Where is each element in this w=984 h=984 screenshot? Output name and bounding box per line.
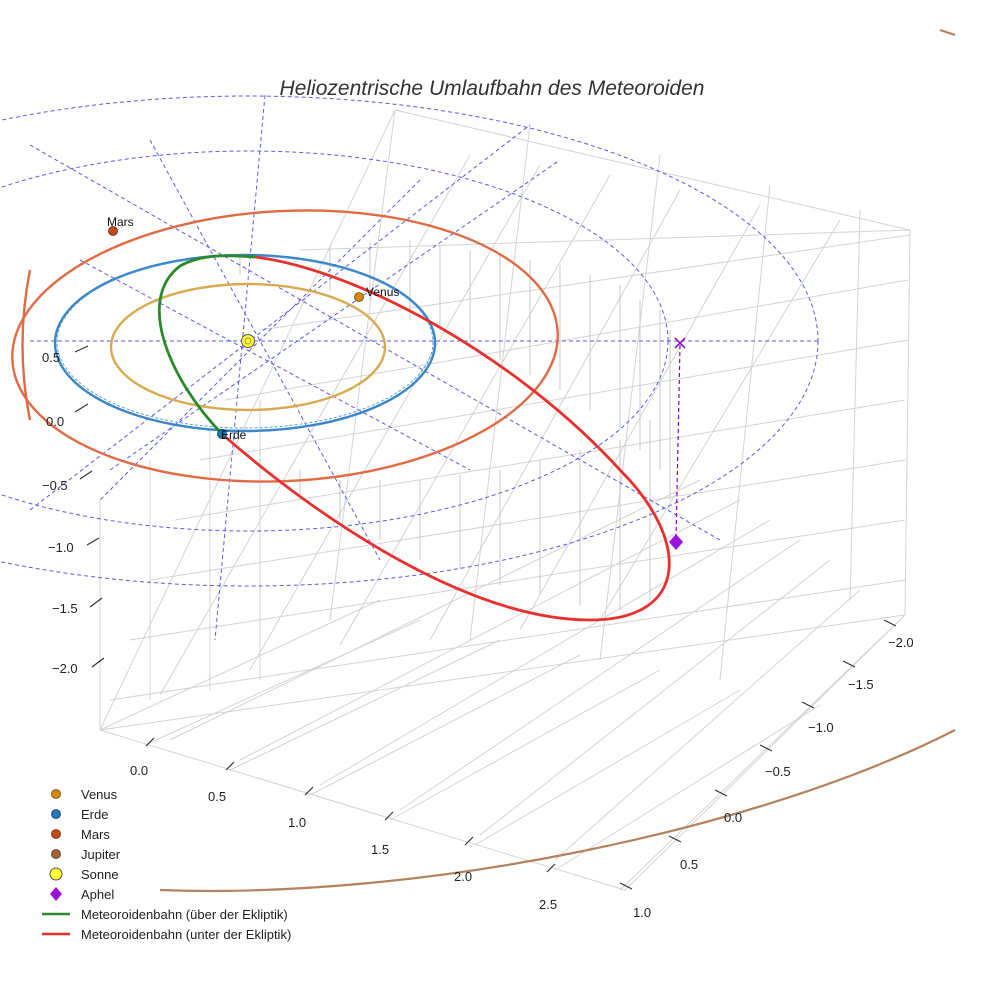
x-tick: 0.0 [724, 810, 742, 825]
sun-marker [241, 334, 255, 348]
x-tick: 1.0 [633, 905, 651, 920]
mars-marker [108, 226, 118, 236]
x-axis: −2.0 −1.5 −1.0 −0.5 0.0 0.5 1.0 [619, 619, 914, 920]
mars-orbit [11, 209, 559, 483]
x-tick: −1.0 [808, 720, 834, 735]
earth-label: Erde [221, 428, 247, 442]
legend-label: Meteoroidenbahn (über der Ekliptik) [81, 907, 288, 922]
earth-marker [217, 429, 227, 439]
mars-label: Mars [107, 215, 134, 229]
z-tick: −0.5 [42, 478, 68, 493]
z-axis: 0.5 0.0 −0.5 −1.0 −1.5 −2.0 [42, 345, 105, 676]
z-tick: −1.5 [52, 601, 78, 616]
legend-label: Venus [81, 787, 118, 802]
y-tick: 0.5 [208, 789, 226, 804]
bodies: Mars Venus Erde [107, 215, 399, 442]
venus-orbit [109, 282, 387, 412]
legend-label: Erde [81, 807, 108, 822]
z-tick: −2.0 [52, 661, 78, 676]
jupiter-orbit [159, 28, 956, 893]
legend: Venus Erde Mars Jupiter Sonne Aphel Mete… [42, 787, 291, 942]
legend-label: Aphel [81, 887, 114, 902]
mars-orbit-left [21, 269, 32, 421]
back-wall [99, 109, 911, 731]
legend-label: Sonne [81, 867, 119, 882]
aphel-projection [669, 337, 686, 550]
chart-title: Heliozentrische Umlaufbahn des Meteoroid… [280, 77, 705, 100]
planet-orbits [11, 28, 956, 893]
legend-marker-sonne [49, 867, 63, 881]
legend-marker-venus [51, 789, 61, 799]
y-tick: 1.0 [288, 815, 306, 830]
legend-label: Mars [81, 827, 110, 842]
legend-label: Jupiter [81, 847, 121, 862]
venus-label: Venus [366, 285, 399, 299]
x-tick: −2.0 [888, 635, 914, 650]
meteoroid-orbit [157, 254, 671, 622]
z-tick: −1.0 [48, 540, 74, 555]
legend-marker-jupiter [51, 849, 61, 859]
series-below-ecliptic [221, 255, 671, 622]
y-tick: 2.0 [454, 869, 472, 884]
y-tick: 2.5 [539, 897, 557, 912]
aphel-marker [669, 534, 683, 550]
x-tick: −0.5 [765, 764, 791, 779]
y-axis: 0.0 0.5 1.0 1.5 2.0 2.5 [130, 737, 557, 912]
x-tick: 0.5 [680, 857, 698, 872]
ecliptic-reference [0, 94, 820, 641]
venus-marker [354, 292, 364, 302]
aphel-projection-cross [674, 337, 686, 349]
z-tick: 0.5 [42, 350, 60, 365]
legend-label: Meteoroidenbahn (unter der Ekliptik) [81, 927, 291, 942]
legend-marker-aphel [50, 887, 62, 901]
y-tick: 0.0 [130, 763, 148, 778]
series-above-ecliptic [157, 254, 256, 435]
y-tick: 1.5 [371, 842, 389, 857]
x-tick: −1.5 [848, 677, 874, 692]
legend-marker-erde [51, 809, 61, 819]
legend-marker-mars [51, 829, 61, 839]
z-tick: 0.0 [46, 414, 64, 429]
